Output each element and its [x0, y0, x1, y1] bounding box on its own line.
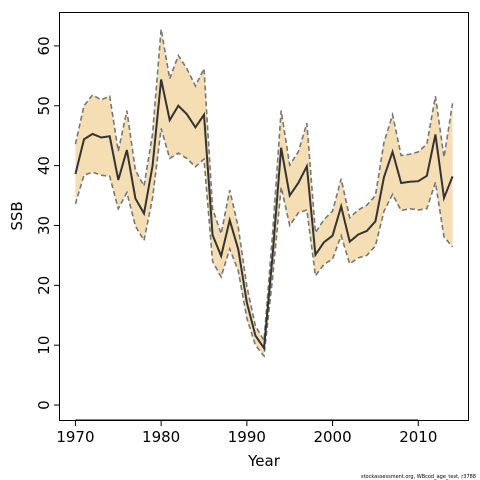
confidence-band	[75, 29, 453, 356]
ssb-estimate-line	[74, 79, 454, 352]
x-tick-label-2000: 2000	[313, 428, 351, 446]
x-tick-label-1990: 1990	[228, 428, 266, 446]
y-tick-label-60: 60	[35, 36, 53, 55]
y-tick-label-40: 40	[35, 156, 53, 175]
upper-bound-line	[74, 29, 454, 343]
x-tick-label-1980: 1980	[142, 428, 180, 446]
footer-credit: stockassessment.org, WBcod_age_test, r37…	[361, 474, 476, 480]
x-tick-label-1970: 1970	[56, 428, 94, 446]
y-tick-label-30: 30	[35, 216, 53, 235]
y-axis-title: SSB	[8, 201, 26, 230]
x-tick-label-2010: 2010	[399, 428, 437, 446]
series-lines-layer	[74, 29, 454, 358]
lower-bound-line	[74, 128, 454, 358]
y-tick-label-0: 0	[35, 400, 53, 410]
x-axis: 1970 1980 1990 2000 2010	[56, 419, 437, 446]
y-tick-label-20: 20	[35, 276, 53, 295]
y-tick-label-50: 50	[35, 96, 53, 115]
confidence-band-layer	[75, 29, 453, 356]
x-axis-title: Year	[247, 452, 281, 470]
y-axis: 0 10 20 30 40 50 60	[35, 36, 60, 410]
y-tick-label-10: 10	[35, 336, 53, 355]
